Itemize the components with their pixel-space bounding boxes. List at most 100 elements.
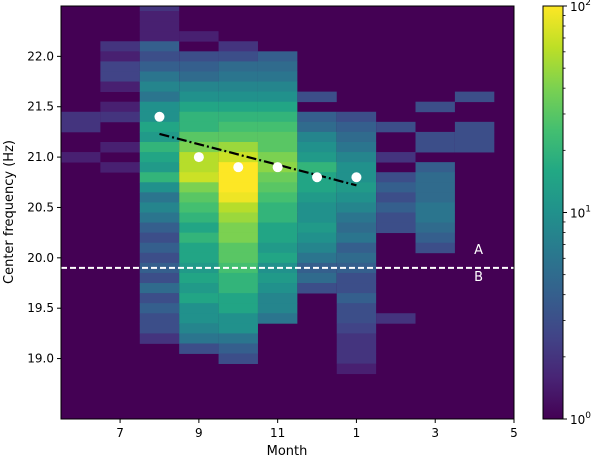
heatmap-cell	[257, 313, 298, 324]
heatmap-cell	[297, 91, 337, 103]
x-axis-label: Month	[267, 444, 308, 459]
heatmap-cell	[257, 192, 298, 203]
heatmap-cell	[336, 252, 377, 264]
heatmap-cell	[139, 212, 180, 223]
heatmap-cell	[297, 141, 337, 153]
heatmap-cell	[218, 343, 258, 354]
heatmap-cell	[297, 131, 337, 143]
overlays: AB	[61, 111, 514, 285]
heatmap-cell	[376, 172, 416, 183]
heatmap-cell	[454, 141, 495, 153]
heatmap-cell	[257, 131, 298, 143]
y-axis-label: Center frequency (Hz)	[2, 140, 17, 284]
heatmap-cell	[336, 192, 377, 203]
y-tick-label: 19.0	[27, 352, 54, 366]
heatmap-cell	[139, 131, 180, 143]
heatmap-cell	[415, 232, 455, 244]
heatmap-cell	[257, 81, 298, 93]
heatmap-cell	[218, 61, 258, 72]
heatmap-cell	[139, 6, 180, 12]
heatmap-cell	[297, 202, 337, 213]
heatmap-cell	[336, 242, 377, 254]
data-point	[193, 152, 204, 163]
heatmap-cell	[454, 131, 495, 143]
heatmap-cell	[139, 91, 180, 103]
heatmap-cell	[336, 141, 377, 153]
data-point	[312, 172, 323, 183]
heatmap-cell	[139, 11, 180, 22]
heatmap-cell	[218, 242, 258, 254]
heatmap-cell	[139, 323, 180, 334]
heatmap-cell	[376, 182, 416, 193]
heatmap-cell	[336, 313, 377, 324]
heatmap-cell	[297, 242, 337, 254]
x-tick-label: 5	[510, 426, 518, 440]
heatmap-cell	[336, 121, 377, 133]
heatmap-cell	[297, 121, 337, 133]
heatmap-cell	[139, 333, 180, 344]
heatmap-cell	[218, 41, 258, 52]
heatmap-cell	[218, 222, 258, 234]
heatmap-cell	[336, 162, 377, 173]
heatmap-cell	[179, 343, 219, 354]
heatmap-cell	[336, 182, 377, 193]
heatmap-cell	[179, 162, 219, 173]
heatmap-cell	[257, 212, 298, 223]
heatmap-cell	[179, 182, 219, 193]
heatmap-cell	[139, 41, 180, 52]
heatmap-cell	[139, 232, 180, 244]
heatmap-cell	[257, 172, 298, 183]
heatmap-cell	[336, 131, 377, 143]
heatmap-cell	[415, 141, 455, 153]
heatmap-cell	[179, 232, 219, 244]
heatmap-cell	[297, 222, 337, 234]
heatmap-cell	[179, 111, 219, 123]
heatmap-cell	[139, 101, 180, 113]
heatmap-cell	[336, 212, 377, 223]
heatmap-cell	[415, 182, 455, 193]
heatmap-cell	[218, 101, 258, 113]
heatmap-cell	[218, 111, 258, 123]
heatmap-cell	[179, 333, 219, 344]
heatmap-cell	[179, 71, 219, 82]
annotation-label: B	[474, 270, 483, 285]
heatmap-cell	[218, 182, 258, 193]
heatmap-cell	[336, 323, 377, 334]
heatmap-cell	[454, 121, 495, 133]
heatmap-cell	[100, 141, 140, 153]
heatmap-cell	[257, 91, 298, 103]
heatmap-cell	[257, 152, 298, 163]
heatmap-cell	[336, 202, 377, 213]
heatmap-cell	[415, 192, 455, 203]
heatmap-cell	[139, 21, 180, 32]
heatmap-cell	[218, 141, 258, 153]
heatmap-cell	[179, 222, 219, 234]
trend-line	[159, 132, 357, 187]
heatmap-cell	[139, 272, 180, 284]
heatmap-cell	[179, 101, 219, 113]
heatmap-cell	[61, 121, 101, 133]
heatmap-cell	[218, 313, 258, 324]
heatmap-cell	[257, 202, 298, 213]
x-tick-label: 3	[431, 426, 439, 440]
heatmap-cell	[179, 293, 219, 304]
heatmap-cell	[218, 232, 258, 244]
heatmap-cell	[179, 323, 219, 334]
heatmap-cell	[100, 61, 140, 72]
heatmap-cell	[179, 283, 219, 294]
heatmap-cell	[336, 232, 377, 244]
heatmap-cell	[297, 272, 337, 284]
heatmap-cell	[179, 131, 219, 143]
heatmap-cell	[179, 31, 219, 42]
heatmap-cell	[139, 202, 180, 213]
heatmap-cell	[139, 252, 180, 264]
data-point	[233, 162, 244, 173]
heatmap-cell	[257, 61, 298, 72]
heatmap-cell	[376, 121, 416, 133]
heatmap-cell	[179, 252, 219, 264]
y-tick-label: 21.0	[27, 150, 54, 164]
heatmap-cell	[218, 283, 258, 294]
heatmap-cell	[257, 303, 298, 314]
heatmap-cell	[257, 71, 298, 82]
